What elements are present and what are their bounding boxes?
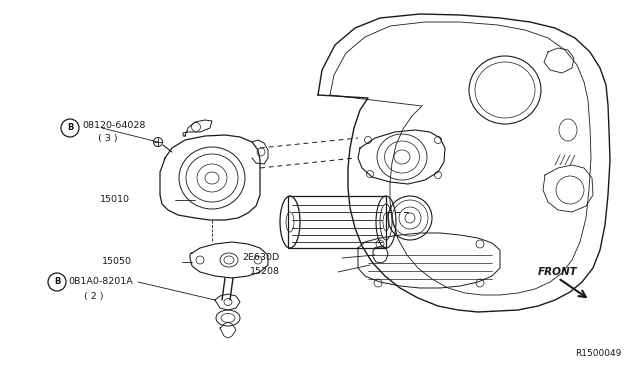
- Text: ( 3 ): ( 3 ): [98, 134, 118, 142]
- Text: 15050: 15050: [102, 257, 132, 266]
- Text: 08120-64028: 08120-64028: [82, 122, 145, 131]
- Text: 15010: 15010: [100, 196, 130, 205]
- Text: FRONT: FRONT: [538, 267, 578, 277]
- Circle shape: [48, 273, 66, 291]
- Text: B: B: [67, 124, 73, 132]
- Circle shape: [61, 119, 79, 137]
- Text: ( 2 ): ( 2 ): [84, 292, 104, 301]
- Text: 2E630D: 2E630D: [243, 253, 280, 263]
- Text: 15208: 15208: [250, 267, 280, 276]
- Bar: [288, 196, 386, 248]
- Text: B: B: [54, 278, 60, 286]
- Text: 0B1A0-8201A: 0B1A0-8201A: [68, 278, 132, 286]
- Text: R1500049: R1500049: [575, 349, 622, 358]
